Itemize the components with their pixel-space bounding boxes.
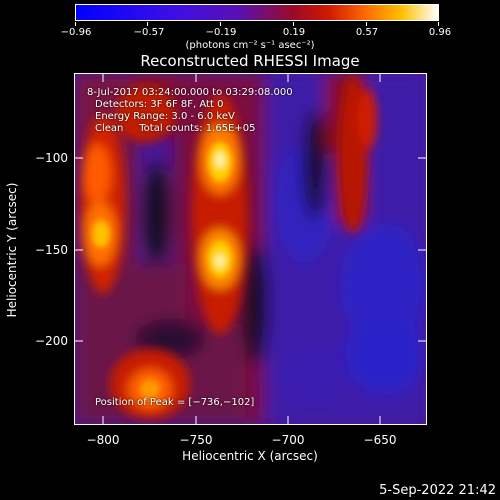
y-tick-label: −100	[35, 151, 68, 165]
y-axis-label: Heliocentric Y (arcsec)	[5, 182, 19, 318]
y-tick-label: −200	[35, 334, 68, 348]
colorbar-tick-label: 0.19	[282, 27, 306, 38]
colorbar-tick	[293, 22, 294, 26]
x-axis-label: Heliocentric X (arcsec)	[182, 449, 318, 463]
colorbar	[75, 4, 439, 21]
colorbar-units: (photons cm⁻² s⁻¹ asec⁻²)	[185, 40, 315, 51]
energy-range-annotation: Energy Range: 3.0 - 6.0 keV	[95, 111, 235, 122]
colorbar-tick	[220, 22, 221, 26]
colorbar-tick-label: 0.57	[355, 27, 379, 38]
colorbar-tick	[75, 22, 76, 26]
y-tick-label: −150	[35, 243, 68, 257]
colorbar-tick-label: −0.57	[133, 27, 165, 38]
x-tick-label: −750	[179, 433, 213, 447]
x-tick-label: −650	[363, 433, 397, 447]
clean-counts-annotation: Clean Total counts: 1.65E+05	[95, 123, 256, 134]
x-tick-label: −700	[271, 433, 305, 447]
colorbar-tick-label: −0.19	[205, 27, 237, 38]
colorbar-tick-label: −0.96	[60, 27, 92, 38]
colorbar-tick	[147, 22, 148, 26]
time-range-annotation: 8-Jul-2017 03:24:00.000 to 03:29:08.000	[87, 87, 293, 98]
plot-frame	[74, 73, 427, 425]
colorbar-tick	[438, 22, 439, 26]
colorbar-tick	[366, 22, 367, 26]
peak-position-annotation: Position of Peak = [−736,−102]	[95, 397, 255, 408]
plot-timestamp: 5-Sep-2022 21:42	[379, 483, 496, 498]
rhessi-image	[75, 74, 426, 424]
x-tick-label: −800	[86, 433, 120, 447]
image-title: Reconstructed RHESSI Image	[140, 52, 360, 70]
detectors-annotation: Detectors: 3F 6F 8F, Att 0	[95, 99, 224, 110]
colorbar-tick-label: 0.96	[428, 27, 452, 38]
